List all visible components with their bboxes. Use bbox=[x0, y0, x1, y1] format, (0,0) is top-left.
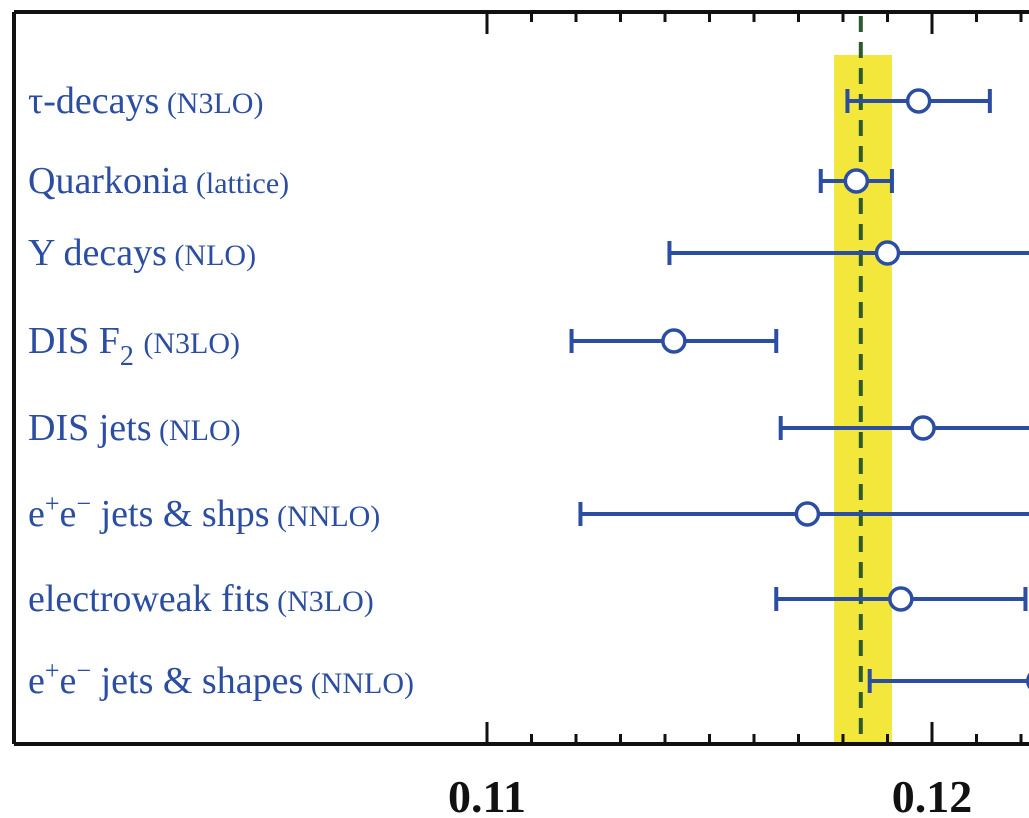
row-label: DIS F2 (N3LO) bbox=[28, 320, 240, 372]
label-text: DIS F bbox=[28, 320, 120, 362]
label-superscript: − bbox=[76, 656, 91, 685]
world-average-band bbox=[834, 55, 892, 744]
label-superscript: + bbox=[45, 656, 60, 685]
row-label: e+e− jets & shapes (NNLO) bbox=[28, 656, 414, 702]
label-text: DIS jets bbox=[28, 407, 152, 449]
row-label: Υ decays (NLO) bbox=[28, 232, 256, 274]
row-label: DIS jets (NLO) bbox=[28, 407, 241, 449]
label-superscript: + bbox=[45, 489, 60, 518]
tick-labels-layer: 0.110.120.13 bbox=[448, 771, 973, 818]
label-order: (lattice) bbox=[188, 167, 289, 200]
label-text: jets & shps bbox=[91, 493, 269, 535]
label-order: (NNLO) bbox=[303, 667, 414, 700]
data-point bbox=[888, 586, 914, 612]
label-text: Quarkonia bbox=[28, 160, 189, 202]
label-text: Υ decays bbox=[28, 232, 167, 274]
data-point-group bbox=[845, 88, 992, 114]
data-point-group bbox=[578, 501, 1029, 527]
label-text: electroweak fits bbox=[28, 578, 270, 620]
label-text: τ-decays bbox=[28, 80, 159, 122]
label-text: jets & shapes bbox=[91, 660, 303, 702]
data-point bbox=[843, 168, 870, 194]
row-label: e+e− jets & shps (NNLO) bbox=[28, 489, 380, 535]
axes-layer bbox=[12, 10, 1029, 746]
label-order: (NNLO) bbox=[270, 500, 381, 533]
data-point bbox=[905, 88, 932, 114]
label-order: (NLO) bbox=[167, 239, 256, 272]
label-superscript: − bbox=[76, 489, 91, 518]
label-text: e bbox=[60, 660, 77, 702]
label-text: e bbox=[60, 493, 77, 535]
row-label: electroweak fits (N3LO) bbox=[28, 578, 374, 620]
label-order: (N3LO) bbox=[159, 87, 263, 120]
data-point bbox=[794, 501, 821, 527]
row-label: Quarkonia (lattice) bbox=[28, 160, 289, 202]
data-point bbox=[874, 240, 901, 266]
x-tick-label: 0.12 bbox=[892, 771, 973, 818]
row-label: τ-decays (N3LO) bbox=[28, 80, 263, 122]
data-point bbox=[661, 328, 687, 354]
label-order: (N3LO) bbox=[270, 585, 374, 618]
label-text: e bbox=[28, 660, 45, 702]
label-subscript: 2 bbox=[120, 341, 134, 372]
data-point-group bbox=[667, 240, 1029, 266]
x-tick-label: 0.11 bbox=[448, 771, 526, 818]
data-point-group bbox=[774, 586, 1028, 612]
data-points-layer bbox=[569, 88, 1029, 693]
data-point bbox=[910, 415, 936, 441]
label-order: (N3LO) bbox=[143, 327, 240, 360]
data-point-group bbox=[818, 168, 894, 194]
world-average-band-layer bbox=[834, 16, 892, 744]
category-labels-layer: τ-decays (N3LO) Quarkonia (lattice) Υ deca… bbox=[28, 80, 414, 702]
label-space bbox=[134, 320, 144, 362]
label-text: e bbox=[28, 493, 45, 535]
label-order: (NLO) bbox=[152, 414, 241, 447]
data-point-group bbox=[778, 415, 1029, 441]
data-point-group bbox=[569, 328, 779, 354]
